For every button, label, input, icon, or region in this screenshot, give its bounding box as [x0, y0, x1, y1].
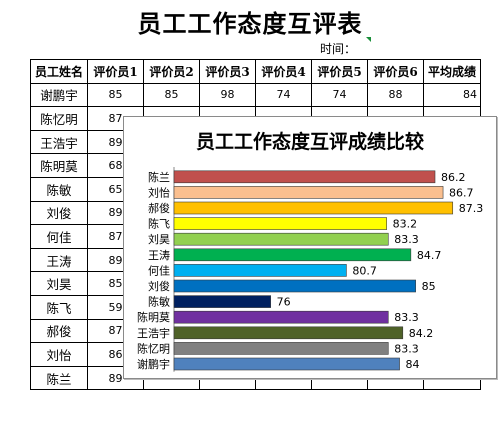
- column-header[interactable]: 平均成绩: [423, 59, 481, 84]
- category-label: 何佳: [148, 263, 170, 277]
- data-label: 86.2: [441, 171, 466, 184]
- data-label: 83.3: [394, 233, 419, 246]
- column-header[interactable]: 评价员3: [199, 59, 256, 84]
- data-label: 76: [277, 296, 291, 309]
- data-label: 80.7: [352, 264, 377, 277]
- employee-name-cell[interactable]: 刘俊: [30, 200, 88, 226]
- data-label: 83.3: [394, 342, 419, 355]
- category-label: 刘俊: [148, 279, 170, 293]
- average-score-cell[interactable]: 84: [423, 82, 481, 108]
- bar[interactable]: [173, 342, 389, 355]
- bar[interactable]: [173, 310, 389, 324]
- employee-name-cell[interactable]: 谢鹏宇: [30, 82, 88, 108]
- bar[interactable]: [173, 264, 347, 277]
- column-header[interactable]: 评价员2: [143, 59, 200, 84]
- employee-name-cell[interactable]: 刘怡: [30, 342, 88, 367]
- data-label: 84: [406, 358, 420, 371]
- data-label: 84.7: [417, 249, 442, 262]
- category-label: 刘怡: [148, 185, 170, 199]
- employee-name-cell[interactable]: 郝俊: [30, 318, 88, 344]
- category-label: 王涛: [148, 248, 170, 262]
- column-header[interactable]: 评价员4: [255, 59, 312, 84]
- chart-title: 员工工作态度互评成绩比较: [195, 131, 424, 153]
- employee-name-cell[interactable]: 陈敏: [30, 176, 88, 202]
- sheet-title: 员工工作态度互评表: [137, 9, 363, 38]
- category-label: 刘昊: [148, 233, 170, 246]
- chart-plot: 陈兰 86.2 刘怡 86.7 郝俊 87.3 陈飞 83.2 刘昊 83.3 王涛 84.7 何佳 80…: [137, 167, 484, 372]
- bar[interactable]: [173, 170, 436, 184]
- score-cell[interactable]: 85: [143, 82, 200, 108]
- time-label: 时间：: [320, 42, 357, 56]
- bar[interactable]: [173, 201, 454, 215]
- category-label: 陈兰: [148, 170, 170, 184]
- employee-name-cell[interactable]: 刘昊: [30, 271, 88, 296]
- category-label: 陈明莫: [137, 310, 170, 324]
- employee-name-cell[interactable]: 王浩宇: [30, 129, 88, 155]
- category-label: 陈飞: [148, 217, 170, 231]
- bar[interactable]: [173, 186, 444, 199]
- data-label: 87.3: [459, 202, 484, 215]
- bar[interactable]: [173, 217, 387, 230]
- employee-name-cell[interactable]: 陈飞: [30, 294, 88, 320]
- data-label: 85: [422, 280, 436, 293]
- category-label: 谢鹏宇: [137, 357, 170, 371]
- data-label: 83.3: [394, 311, 419, 324]
- bar-chart[interactable]: 员工工作态度互评成绩比较 陈兰 86.2 刘怡 86.7 郝俊 87.3 陈飞 83.2 刘昊 8…: [123, 116, 497, 379]
- employee-name-cell[interactable]: 王涛: [30, 247, 88, 273]
- category-label: 陈忆明: [137, 341, 170, 355]
- score-cell[interactable]: 74: [311, 82, 368, 108]
- score-cell[interactable]: 98: [199, 82, 256, 108]
- score-cell[interactable]: 74: [255, 82, 312, 108]
- category-label: 郝俊: [148, 201, 170, 215]
- category-label: 陈敏: [148, 295, 170, 309]
- bar[interactable]: [173, 295, 271, 308]
- data-label: 83.2: [393, 218, 418, 231]
- column-header[interactable]: 评价员5: [311, 59, 368, 84]
- bar[interactable]: [173, 279, 416, 293]
- score-cell[interactable]: 88: [367, 82, 424, 108]
- employee-name-cell[interactable]: 陈忆明: [30, 106, 88, 131]
- bar[interactable]: [173, 326, 404, 340]
- employee-name-cell[interactable]: 何佳: [30, 224, 88, 249]
- bar[interactable]: [173, 232, 389, 246]
- table-row: 谢鹏宇 85 85 98 74 74 88 84: [30, 82, 481, 108]
- data-label: 84.2: [409, 327, 434, 340]
- column-header[interactable]: 评价员1: [87, 59, 144, 84]
- header-row: 员工姓名 评价员1 评价员2 评价员3 评价员4 评价员5 评价员6 平均成绩: [30, 59, 481, 84]
- employee-name-cell[interactable]: 陈兰: [30, 365, 88, 391]
- employee-name-cell[interactable]: 陈明莫: [30, 153, 88, 178]
- cell-comment-marker[interactable]: [366, 37, 371, 42]
- data-label: 86.7: [449, 186, 474, 199]
- column-header[interactable]: 评价员6: [367, 59, 424, 84]
- category-label: 王浩宇: [137, 327, 170, 340]
- bar[interactable]: [173, 248, 412, 262]
- column-header[interactable]: 员工姓名: [30, 59, 88, 84]
- bar[interactable]: [173, 357, 400, 371]
- score-cell[interactable]: 85: [87, 82, 144, 108]
